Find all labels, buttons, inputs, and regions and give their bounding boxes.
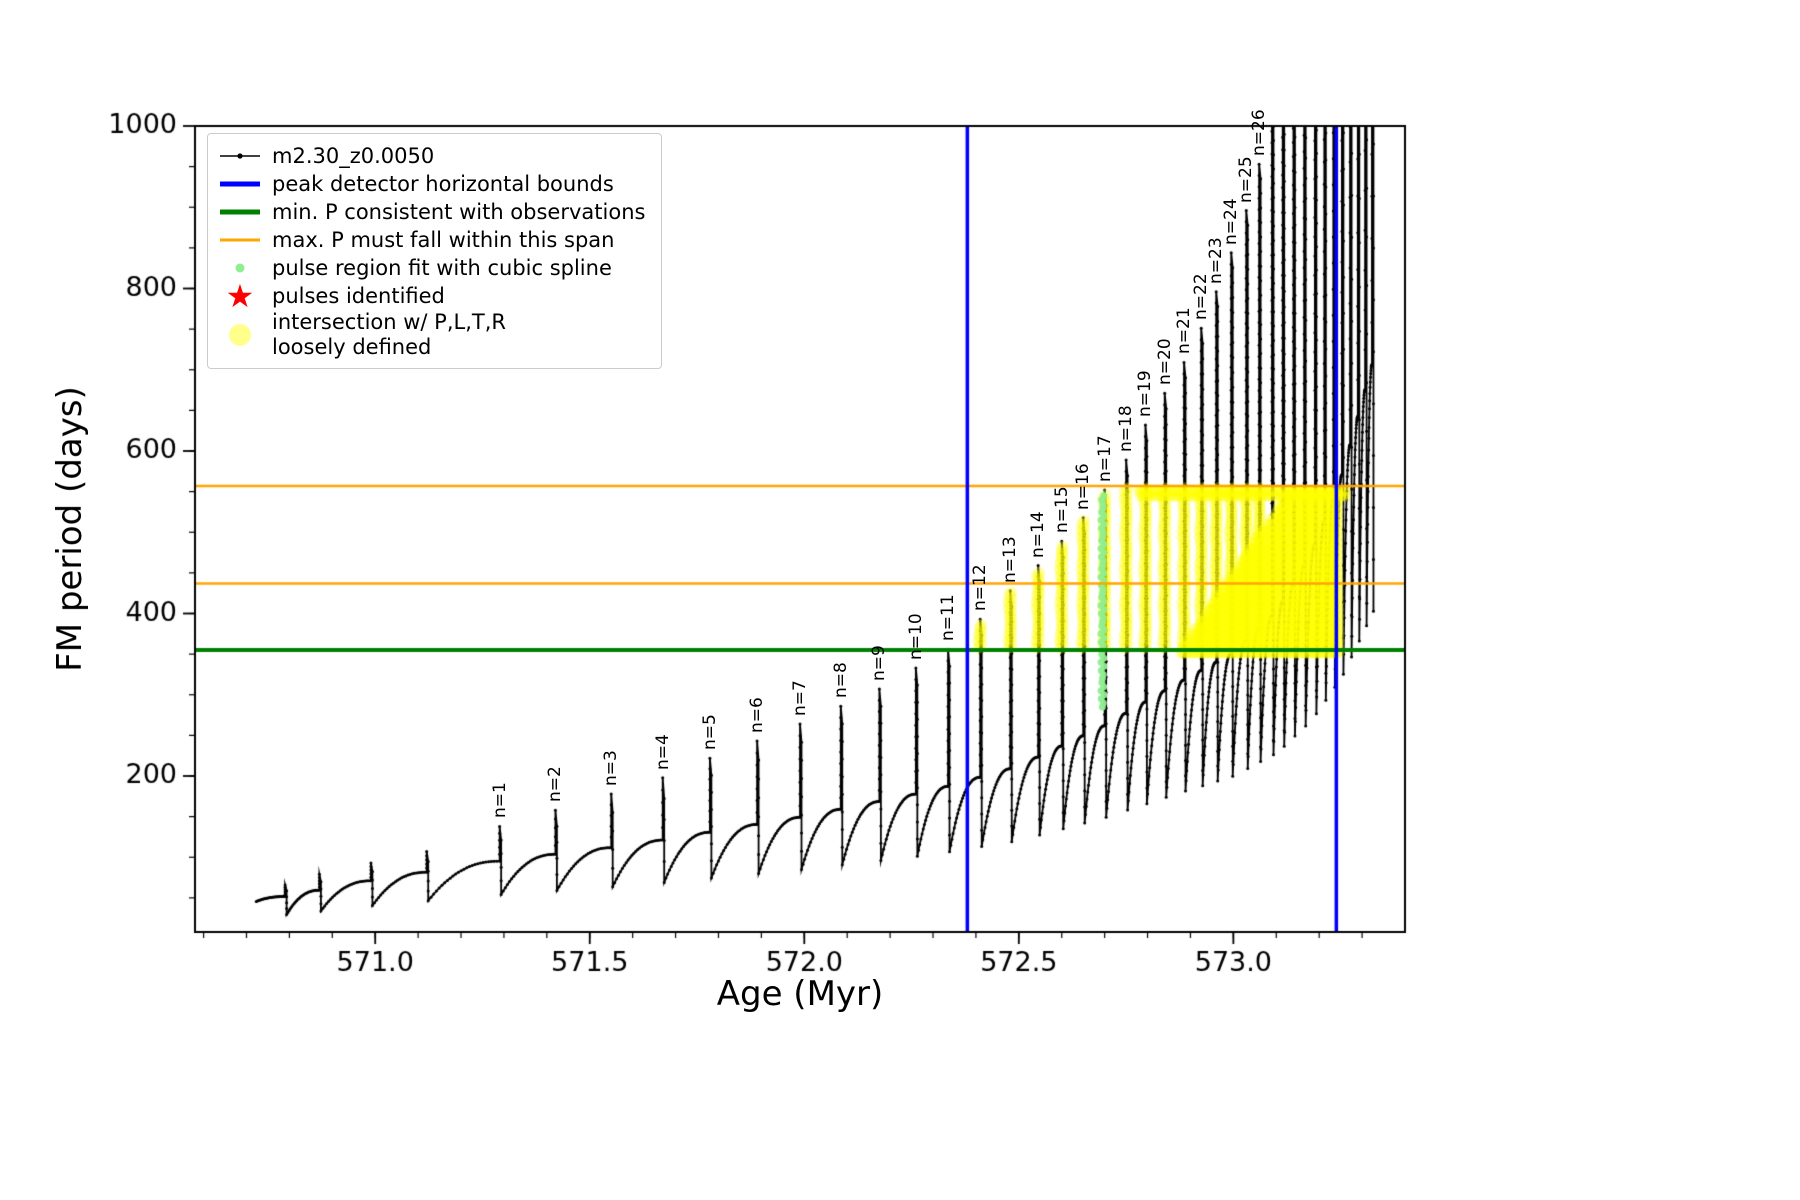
legend-label: pulse region fit with cubic spline — [272, 255, 612, 280]
legend-label-line1: intersection w/ P,L,T,R — [272, 310, 506, 334]
pulse-annotation: n=13 — [1000, 536, 1021, 583]
legend-label: max. P must fall within this span — [272, 227, 615, 252]
legend-item-peak-bounds: peak detector horizontal bounds — [216, 170, 645, 198]
pulse-annotation: n=20 — [1154, 338, 1175, 386]
red-star-icon: ★ — [225, 277, 255, 315]
pulse-annotation: n=9 — [869, 645, 890, 682]
pulse-annotation: n=5 — [699, 714, 720, 751]
pulse-annotation: n=15 — [1051, 486, 1072, 534]
pulse-annotation: n=18 — [1116, 405, 1137, 452]
pulse-annotation: n=4 — [652, 733, 673, 770]
pulse-annotation: n=25 — [1236, 155, 1257, 203]
y-axis-label: FM period (days) — [50, 386, 90, 672]
legend-item-intersection: intersection w/ P,L,T,R loosely defined — [216, 310, 645, 360]
blue-line-icon — [216, 174, 264, 194]
pulse-annotation: n=1 — [489, 782, 510, 819]
pulse-annotation: n=11 — [938, 594, 959, 642]
x-axis-label: Age (Myr) — [716, 974, 884, 1014]
legend-label: peak detector horizontal bounds — [272, 171, 614, 196]
pulse-annotation: n=7 — [790, 680, 810, 716]
pulse-annotation: n=12 — [970, 564, 991, 612]
legend-label: m2.30_z0.0050 — [272, 143, 435, 168]
series-line-icon — [216, 146, 264, 166]
pulse-annotation: n=2 — [545, 766, 566, 803]
pulse-annotation: n=19 — [1135, 370, 1156, 417]
legend-label: min. P consistent with observations — [272, 199, 646, 224]
pulse-annotation: n=14 — [1028, 510, 1049, 558]
orange-line-icon — [216, 230, 264, 250]
green-line-icon — [216, 202, 264, 222]
legend-item-max-p: max. P must fall within this span — [216, 226, 645, 254]
legend-item-series: m2.30_z0.0050 — [216, 142, 645, 170]
pulse-annotation: n=6 — [747, 697, 768, 734]
legend-item-min-p: min. P consistent with observations — [216, 198, 645, 226]
pulse-annotation: n=16 — [1073, 462, 1094, 510]
legend-label-line2: loosely defined — [272, 335, 432, 359]
pulse-annotation: n=8 — [830, 662, 851, 699]
legend: m2.30_z0.0050 peak detector horizontal b… — [207, 133, 663, 369]
pulse-annotation: n=10 — [905, 613, 926, 660]
green-dot-icon — [216, 258, 264, 278]
legend-label: pulses identified — [272, 283, 445, 308]
pulse-annotation: n=24 — [1221, 198, 1242, 245]
pulse-annotation: n=17 — [1094, 435, 1115, 482]
yellow-dot-icon — [216, 315, 264, 355]
legend-label: intersection w/ P,L,T,R loosely defined — [272, 310, 506, 360]
legend-item-pulses: ★ pulses identified — [216, 277, 645, 315]
legend-item-spline: pulse region fit with cubic spline — [216, 254, 645, 282]
pulse-annotation: n=3 — [601, 750, 622, 786]
pulse-annotation: n=26 — [1249, 109, 1270, 157]
